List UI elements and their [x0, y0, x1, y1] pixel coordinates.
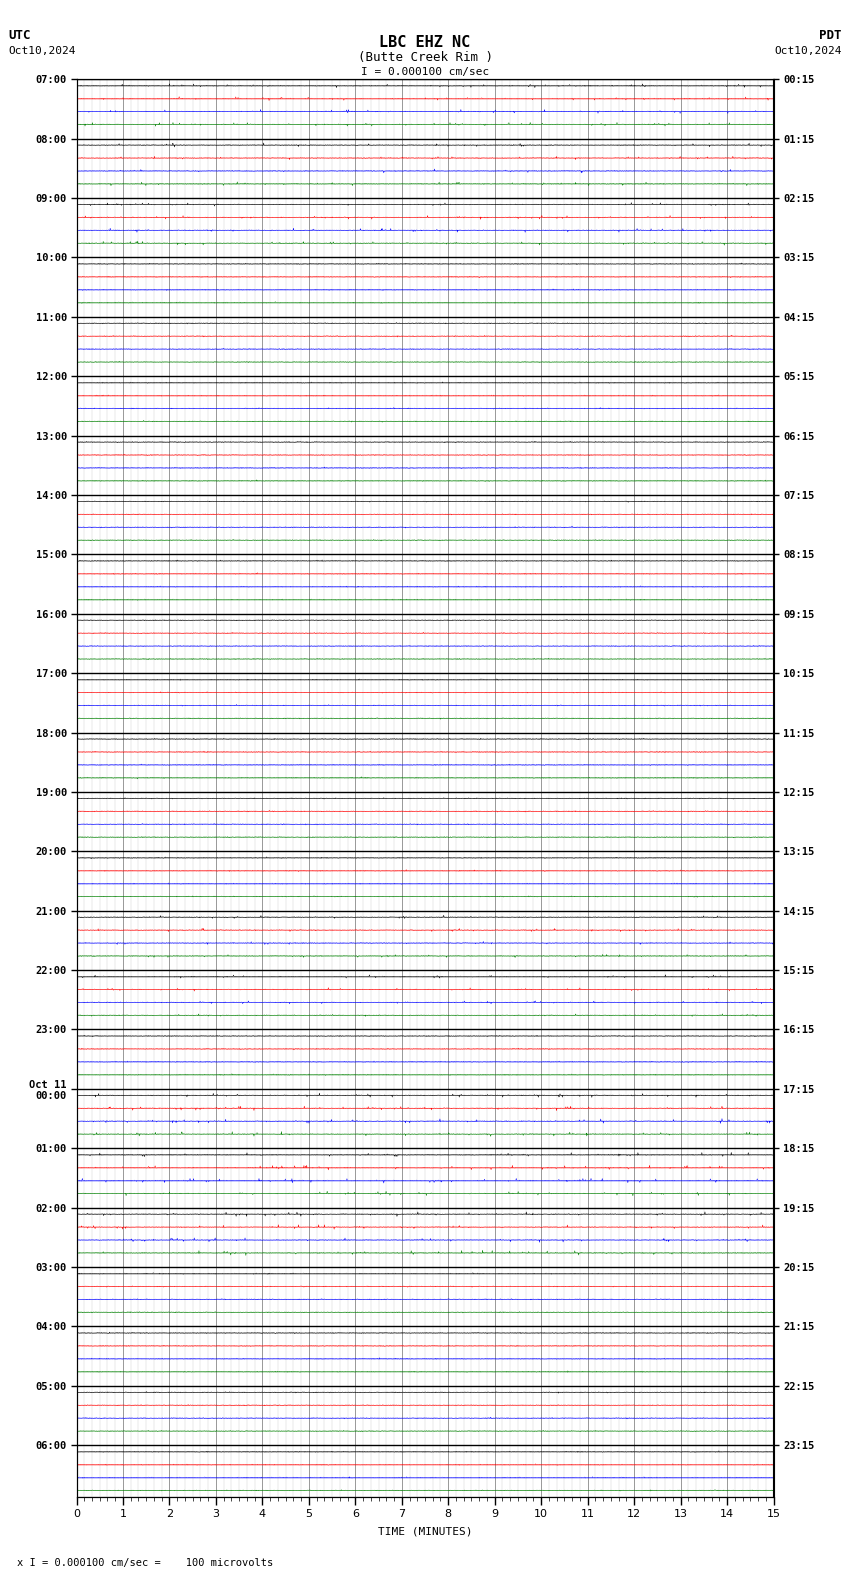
Text: Oct10,2024: Oct10,2024 — [774, 46, 842, 55]
X-axis label: TIME (MINUTES): TIME (MINUTES) — [377, 1527, 473, 1536]
Text: Oct10,2024: Oct10,2024 — [8, 46, 76, 55]
Text: (Butte Creek Rim ): (Butte Creek Rim ) — [358, 51, 492, 63]
Text: I = 0.000100 cm/sec: I = 0.000100 cm/sec — [361, 67, 489, 76]
Text: PDT: PDT — [819, 29, 842, 41]
Text: UTC: UTC — [8, 29, 31, 41]
Text: LBC EHZ NC: LBC EHZ NC — [379, 35, 471, 49]
Text: x I = 0.000100 cm/sec =    100 microvolts: x I = 0.000100 cm/sec = 100 microvolts — [17, 1559, 273, 1568]
